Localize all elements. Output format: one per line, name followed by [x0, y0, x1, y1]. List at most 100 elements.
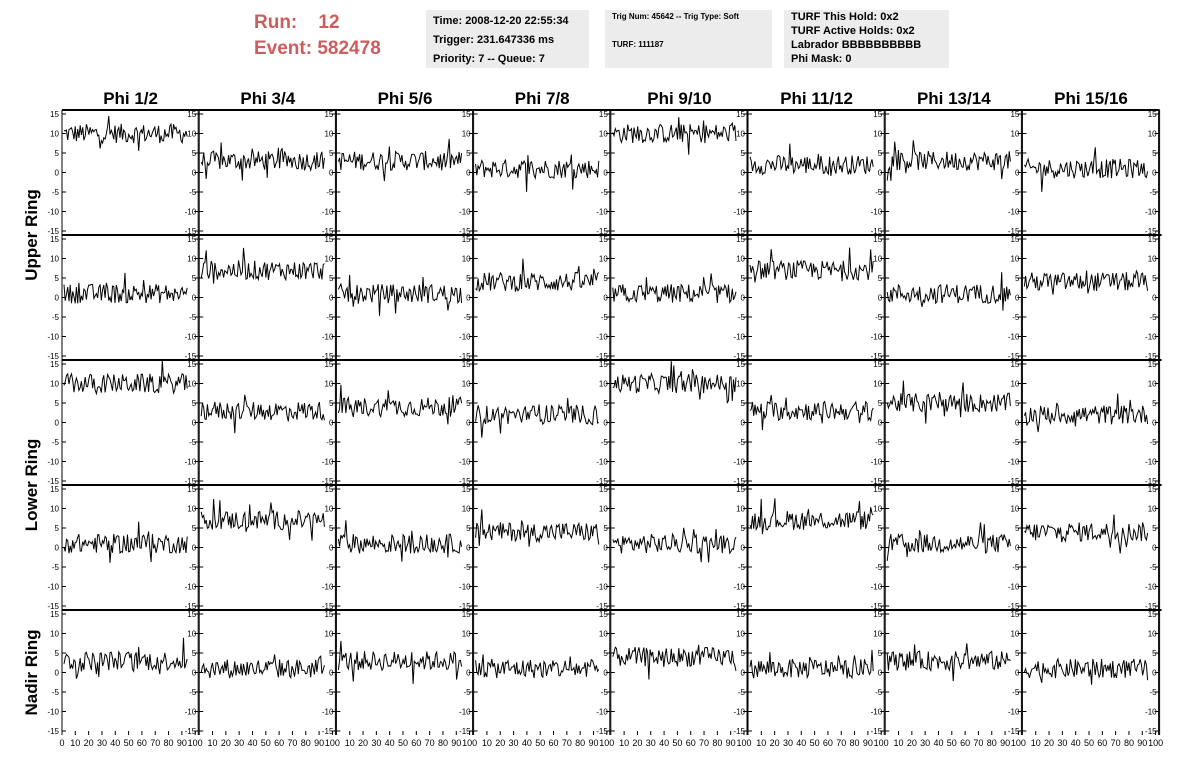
y-tick-label-right: -15	[871, 352, 883, 361]
x-tick-label: 50	[947, 738, 957, 748]
y-tick-label-right: 10	[1148, 505, 1157, 514]
y-tick-label-right: -10	[185, 333, 197, 342]
y-tick-label-right: 15	[736, 485, 745, 494]
y-tick-label-right: -10	[1008, 583, 1020, 592]
y-tick-label-right: -15	[733, 477, 745, 486]
x-tick-label: 80	[1124, 738, 1134, 748]
x-tick-label: 70	[836, 738, 846, 748]
waveform-trace	[200, 498, 325, 541]
y-tick-label-right: -5	[189, 313, 197, 322]
x-tick-label: 70	[425, 738, 435, 748]
y-tick-label-right: 5	[878, 649, 883, 658]
y-tick-label: -15	[47, 227, 59, 236]
y-tick-label-right: 5	[1015, 399, 1020, 408]
y-tick-label-right: -10	[322, 458, 334, 467]
y-tick-label-right: -5	[463, 438, 471, 447]
x-tick-label: 30	[509, 738, 519, 748]
y-tick-label-right: 15	[324, 360, 333, 369]
y-tick-label-right: 5	[329, 274, 334, 283]
y-tick-label-right: -10	[1008, 333, 1020, 342]
y-tick-label-right: 10	[1010, 130, 1019, 139]
y-tick-label-right: -10	[459, 208, 471, 217]
column-header: Phi 13/14	[917, 89, 991, 108]
y-tick-label-right: -15	[459, 352, 471, 361]
y-tick-label-right: -5	[601, 438, 609, 447]
y-tick-label-right: 0	[1152, 419, 1157, 428]
y-tick-label-right: -15	[1008, 727, 1020, 736]
x-tick-label: 30	[234, 738, 244, 748]
y-tick-label-right: -15	[322, 477, 334, 486]
y-tick-label-right: 15	[462, 235, 471, 244]
y-tick-label-right: -10	[185, 208, 197, 217]
waveform-trace	[337, 640, 463, 684]
x-tick-label: 10	[756, 738, 766, 748]
y-tick-label-right: 5	[878, 399, 883, 408]
y-tick-label-right: 0	[741, 544, 746, 553]
y-tick-label-right: 10	[1010, 380, 1019, 389]
y-tick-label-right: 10	[873, 130, 882, 139]
y-tick-label-right: 5	[741, 149, 746, 158]
y-tick-label-right: 15	[324, 235, 333, 244]
y-tick-label-right: -10	[596, 708, 608, 717]
y-tick-label-right: 15	[1148, 235, 1157, 244]
y-tick-label-right: -15	[459, 602, 471, 611]
y-tick-label-right: 5	[466, 274, 471, 283]
event-label: Event:	[254, 38, 313, 59]
turf-hold-line: TURF This Hold: 0x2	[791, 11, 899, 23]
y-tick-label-right: -10	[733, 333, 745, 342]
y-tick-label-right: 15	[599, 235, 608, 244]
x-tick-label: 70	[699, 738, 709, 748]
x-tick-label: 80	[438, 738, 448, 748]
y-tick-label-right: 5	[329, 524, 334, 533]
waveform-trace	[63, 360, 188, 396]
x-tick-label: 20	[1044, 738, 1054, 748]
x-tick-label: 20	[84, 738, 94, 748]
y-tick-label: 5	[55, 399, 60, 408]
y-tick-label-right: 15	[873, 235, 882, 244]
y-tick-label-right: -5	[738, 313, 746, 322]
y-tick-label-right: 0	[603, 294, 608, 303]
y-tick-label-right: -10	[1145, 708, 1157, 717]
x-tick-label: 0	[59, 738, 64, 748]
turf-line: TURF: 111187	[612, 40, 664, 49]
y-tick-label-right: -5	[1149, 438, 1157, 447]
x-tick-label: 10	[894, 738, 904, 748]
y-tick-label-right: 10	[1010, 630, 1019, 639]
y-tick-label-right: 10	[187, 380, 196, 389]
x-tick-label: 60	[686, 738, 696, 748]
y-tick-label-right: 0	[1015, 169, 1020, 178]
y-tick-label-right: -10	[1008, 458, 1020, 467]
y-tick-label-right: -5	[1012, 563, 1020, 572]
y-tick-label-right: -15	[1145, 477, 1157, 486]
waveform-trace	[200, 142, 325, 181]
y-tick-label-right: 10	[462, 380, 471, 389]
y-tick-label-right: -10	[871, 583, 883, 592]
y-tick-label-right: 5	[329, 649, 334, 658]
trig-info-box: Trig Num: 45642 -- Trig Type: Soft TURF:…	[605, 10, 772, 68]
y-tick-label-right: -10	[596, 583, 608, 592]
y-tick-label-right: 15	[599, 485, 608, 494]
y-tick-label-right: 15	[873, 360, 882, 369]
y-tick-label-right: 0	[603, 544, 608, 553]
x-tick-label: 20	[221, 738, 231, 748]
waveform-trace	[337, 138, 463, 182]
x-tick-label: 70	[562, 738, 572, 748]
x-tick-label: 90	[588, 738, 598, 748]
y-tick-label-right: 10	[187, 255, 196, 264]
x-tick-label: 10	[1031, 738, 1041, 748]
y-tick-label-right: 15	[599, 110, 608, 119]
waveform-trace	[612, 361, 737, 404]
waveform-trace	[200, 394, 325, 434]
x-tick-label: 30	[97, 738, 107, 748]
y-tick-label-right: -5	[875, 688, 883, 697]
y-tick-label-right: -5	[189, 563, 197, 572]
x-tick-label: 60	[274, 738, 284, 748]
row-group-label: Upper Ring	[22, 189, 41, 281]
waveform-trace	[63, 272, 188, 304]
y-tick-label: 0	[55, 544, 60, 553]
x-tick-label: 70	[973, 738, 983, 748]
y-tick-label-right: 15	[462, 110, 471, 119]
y-tick-label-right: -15	[1145, 352, 1157, 361]
y-tick-label: 0	[55, 169, 60, 178]
